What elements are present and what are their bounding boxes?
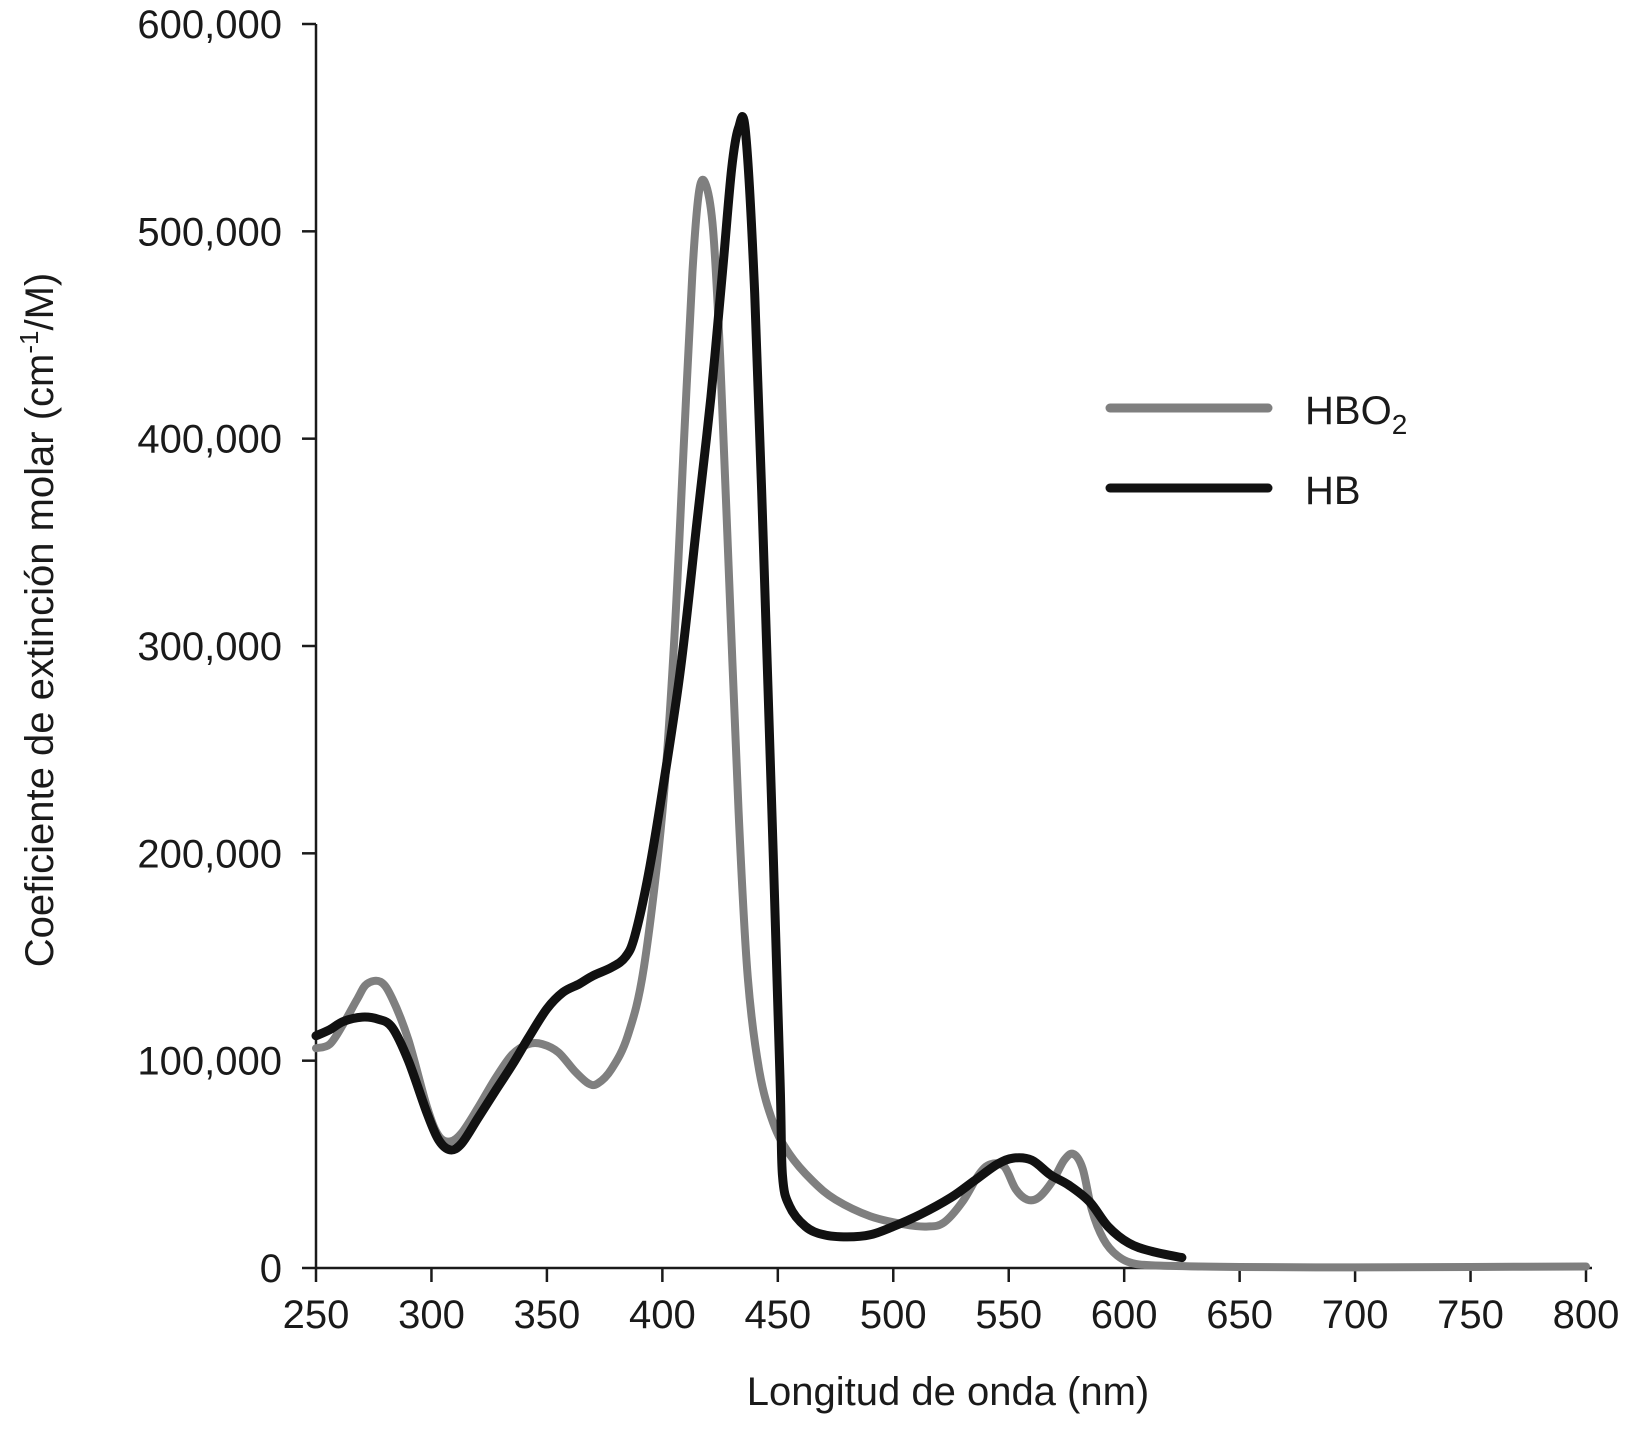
series-line-hb <box>311 112 1187 1263</box>
y-axis-title-superscript: -1 <box>14 331 44 354</box>
legend-label-hbo2-main: HBO <box>1305 389 1392 433</box>
x-tick-label: 600 <box>1091 1293 1158 1337</box>
x-tick-label: 550 <box>975 1293 1042 1337</box>
x-tick-label: 300 <box>398 1293 465 1337</box>
x-axis-title: Longitud de onda (nm) <box>747 1370 1150 1414</box>
legend-label-hb: HB <box>1305 469 1361 513</box>
x-tick-label: 500 <box>860 1293 927 1337</box>
y-tick-label: 300,000 <box>137 625 282 669</box>
x-tick-label: 350 <box>514 1293 581 1337</box>
y-tick-label: 400,000 <box>137 418 282 462</box>
axes <box>314 24 1592 1270</box>
x-tick-label: 450 <box>744 1293 811 1337</box>
y-axis-title: Coeficiente de extinción molar (cm-1/M) <box>14 273 62 967</box>
legend-label-hbo2: HBO2 <box>1305 389 1407 440</box>
y-tick-label: 200,000 <box>137 832 282 876</box>
y-tick-label: 100,000 <box>137 1040 282 1084</box>
x-tick-label: 750 <box>1437 1293 1504 1337</box>
x-tick-label: 800 <box>1553 1293 1620 1337</box>
y-axis-title-main: Coeficiente de extinción molar (cm <box>18 354 62 968</box>
x-tick-label: 250 <box>283 1293 350 1337</box>
series-group <box>311 112 1590 1272</box>
x-tick-label: 400 <box>629 1293 696 1337</box>
y-ticks: 0 100,000 200,000 300,000 400,000 500,000 600,… <box>137 3 316 1291</box>
x-tick-label: 650 <box>1206 1293 1273 1337</box>
legend: HBO2 HB <box>1105 389 1407 513</box>
legend-label-hbo2-subscript: 2 <box>1392 409 1408 440</box>
y-tick-label: 600,000 <box>137 3 282 47</box>
y-axis-title-end: /M) <box>18 273 62 331</box>
x-ticks: 250 300 350 400 450 500 550 600 650 700 750 800 <box>283 1268 1620 1337</box>
y-tick-label: 0 <box>260 1247 282 1291</box>
x-tick-label: 700 <box>1322 1293 1389 1337</box>
y-tick-label: 500,000 <box>137 210 282 254</box>
series-line-hbo2 <box>312 175 1590 1272</box>
